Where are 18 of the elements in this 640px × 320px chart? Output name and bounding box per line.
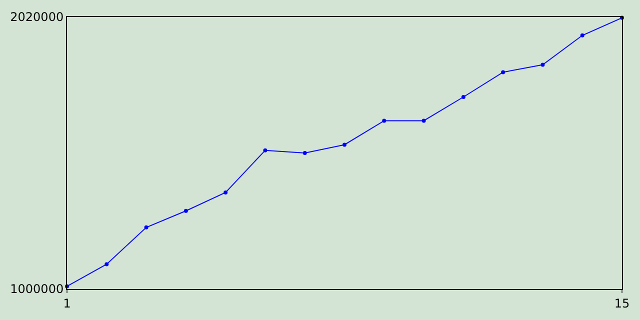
point — [382, 118, 386, 123]
point — [224, 190, 228, 194]
line-series — [65, 16, 624, 288]
point — [501, 70, 506, 74]
point — [342, 142, 346, 147]
point — [422, 118, 426, 123]
point — [461, 95, 466, 99]
point — [580, 33, 584, 38]
point — [144, 225, 148, 230]
point — [263, 148, 268, 152]
point — [104, 262, 109, 266]
point — [184, 208, 188, 213]
x-tick-label: 1 — [63, 296, 71, 310]
x-tick-label: 15 — [614, 296, 630, 310]
point — [540, 62, 545, 67]
y-tick-label: 1000000 — [10, 282, 64, 296]
y-tick-label: 2020000 — [10, 10, 64, 24]
point — [302, 151, 307, 155]
